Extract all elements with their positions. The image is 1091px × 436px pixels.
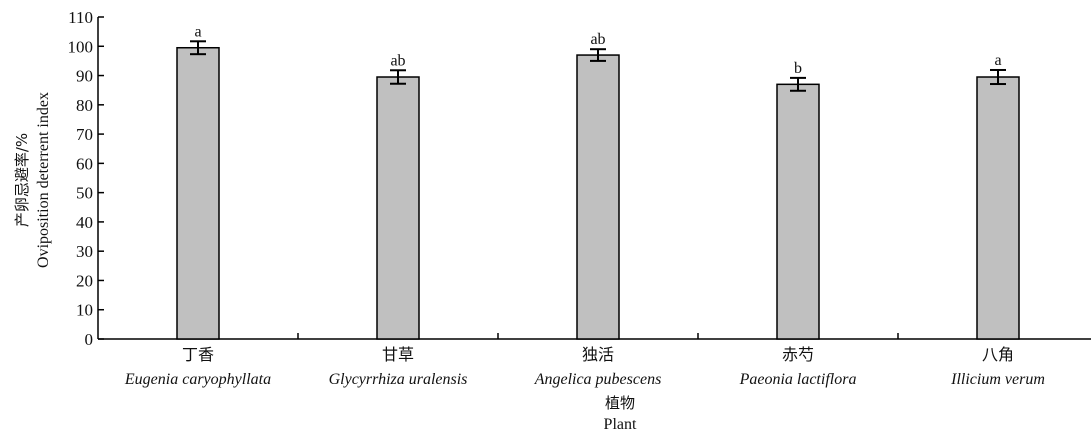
y-tick-label: 60 [76, 154, 93, 173]
category-label-latin: Eugenia caryophyllata [124, 371, 271, 388]
y-tick-label: 90 [76, 67, 93, 86]
category-label-cn: 丁香 [182, 345, 214, 364]
y-axis-title: Oviposition deterrent index [35, 92, 52, 268]
category-labels: 丁香 Eugenia caryophyllata 甘草 Glycyrrhiza ura… [124, 345, 1045, 388]
significance-label: a [994, 52, 1001, 69]
y-tick-label: 70 [76, 125, 93, 144]
y-tick-label: 50 [76, 184, 93, 203]
significance-label: b [794, 60, 802, 77]
bar [976, 76, 1020, 340]
x-axis-title: Plant [604, 416, 637, 433]
y-tick-label: 40 [76, 213, 93, 232]
category-label-cn: 赤芍 [782, 345, 814, 364]
category-label-cn: 甘草 [382, 345, 414, 364]
y-tick-label: 0 [85, 330, 94, 349]
significance-label: ab [590, 31, 605, 48]
category-label-latin: Angelica pubescens [534, 371, 662, 388]
significance-label: a [194, 23, 201, 40]
y-tick-label: 10 [76, 301, 93, 320]
category-label-cn: 独活 [582, 345, 614, 364]
y-axis-title-cn: 产卵忌避率/% [13, 133, 31, 227]
category-label-latin: Illicium verum [950, 371, 1045, 388]
bar [576, 54, 620, 340]
category-label-latin: Paeonia lactiflora [739, 371, 857, 388]
x-axis-title-cn: 植物 [605, 394, 635, 412]
category-label-latin: Glycyrrhiza uralensis [329, 371, 468, 388]
y-tick-label: 80 [76, 96, 93, 115]
bars: a ab ab b a [176, 23, 1020, 340]
category-label-cn: 八角 [982, 345, 1014, 364]
y-tick-label: 110 [68, 8, 93, 27]
y-tick-label: 20 [76, 271, 93, 290]
y-tick-label: 30 [76, 242, 93, 261]
bar [376, 76, 420, 340]
bar [776, 83, 820, 340]
y-tick-label: 100 [68, 37, 94, 56]
significance-label: ab [390, 52, 405, 69]
y-axis: 0 10 20 30 40 50 60 70 80 90 100 110 [68, 8, 104, 349]
bar [176, 46, 220, 340]
